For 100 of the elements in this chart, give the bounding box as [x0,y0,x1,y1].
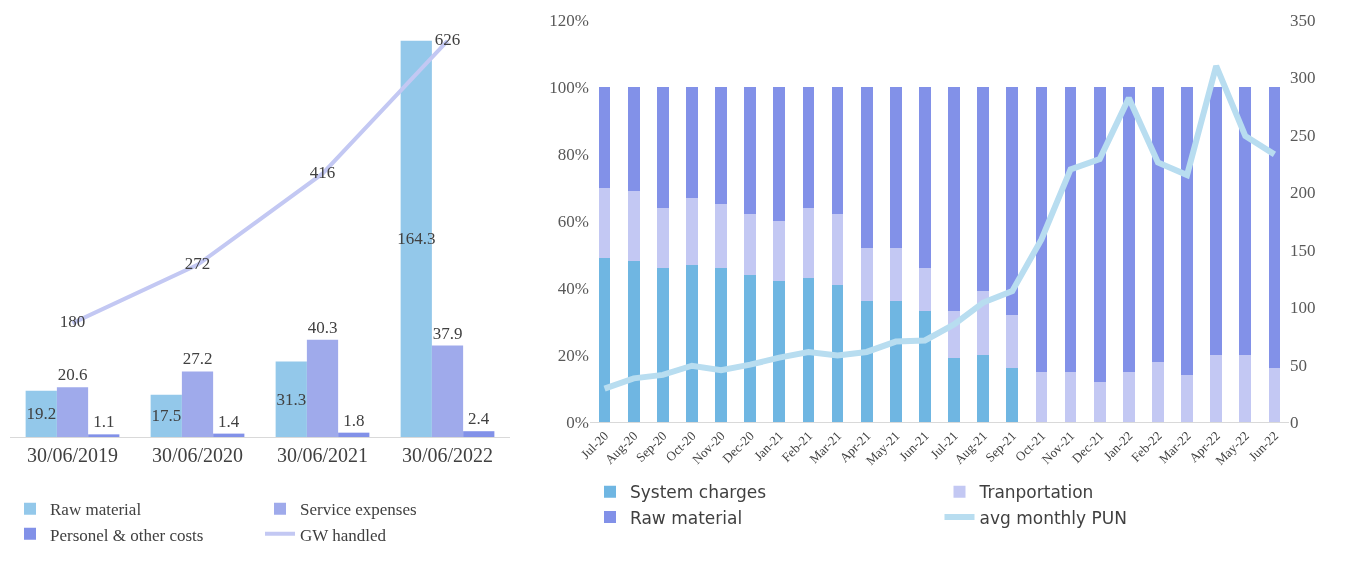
x-tick-label: 30/06/2022 [401,444,494,466]
data-label: 2.4 [467,409,490,429]
bar [1093,381,1106,422]
data-label: 1.8 [343,410,365,430]
y2-tick-label: 150 [1290,240,1316,260]
y-tick-label: 80% [557,144,589,164]
bar [715,87,727,205]
bar [1035,87,1048,372]
bar [802,277,815,422]
bar [977,355,990,422]
y2-tick-label: 200 [1290,183,1316,203]
bar [860,87,873,248]
y-tick-label: 120% [549,10,589,30]
bar [1268,368,1281,422]
bar [831,284,844,422]
bar [686,264,698,422]
bar [56,387,89,437]
bar [1006,87,1019,315]
bar [860,301,873,422]
data-label: 31.3 [276,389,307,409]
bar [1181,87,1193,376]
data-label: 272 [184,254,211,274]
bar [889,247,902,302]
bar [431,345,464,437]
data-label: 180 [59,312,86,332]
x-tick-label: 30/06/2019 [26,444,119,466]
legend-label: Personel & other costs [50,525,204,545]
bar [656,87,669,208]
bar [1239,87,1252,355]
bar [744,87,757,215]
bar [831,87,844,215]
bar [1181,375,1193,422]
bar [1210,355,1223,422]
bar [598,87,611,188]
y-tick-label: 100% [549,77,589,97]
bar [977,87,990,292]
y-tick-label: 60% [557,211,589,231]
bar [773,87,786,221]
bar [1268,87,1281,369]
data-label: 27.2 [182,349,213,369]
y2-tick-label: 100 [1290,298,1316,318]
bar [627,190,640,262]
data-label: 1.4 [217,411,240,431]
y2-tick-label: 50 [1290,355,1307,375]
y-tick-label: 20% [557,345,589,365]
bar [1006,368,1019,422]
bar [744,274,757,422]
bar [656,267,669,422]
x-tick-label: 30/06/2021 [276,444,369,466]
bar [306,339,339,437]
y2-tick-label: 0 [1290,412,1299,432]
bar [831,214,844,285]
x-tick-label: 30/06/2020 [151,444,244,466]
bar [1035,371,1048,422]
bar [88,434,120,437]
legend-label: Raw material [50,500,142,520]
y-tick-label: 40% [557,278,589,298]
bar [860,247,873,302]
bar [919,87,931,268]
data-label: 19.2 [26,404,57,424]
y2-tick-label: 300 [1290,68,1316,88]
legend-label: Raw material [630,507,743,528]
bar [598,187,611,258]
bar [1006,314,1019,369]
data-label: 17.5 [151,406,182,426]
bar [715,267,727,422]
legend-label: Service expenses [300,500,417,520]
legend-label: GW handled [300,525,387,545]
legend-label: System charges [630,482,767,503]
bar [1064,371,1077,422]
bar [919,311,931,422]
data-label: 37.9 [432,323,463,343]
bar [656,207,669,268]
bar [744,214,757,275]
bar [802,207,815,278]
bar [1239,355,1252,422]
y2-tick-label: 350 [1290,10,1316,30]
data-label: 416 [309,162,336,182]
bar [773,281,786,422]
bar [715,204,727,268]
bar [627,261,640,422]
bar [627,87,640,191]
bar [1064,87,1077,372]
bar [598,257,611,422]
bar [919,267,931,312]
bar [686,197,698,265]
bar [338,432,370,437]
bar [889,87,902,248]
bar [275,361,307,437]
legend-label: avg monthly PUN [979,507,1127,528]
bar [773,221,786,282]
bar [1093,87,1106,382]
legend-label: Tranportation [978,482,1094,503]
bar [1152,361,1164,422]
bar [1152,87,1164,362]
bar [1122,87,1135,372]
bar [948,87,960,312]
data-label: 1.1 [93,412,115,432]
bar [686,87,698,198]
y2-tick-label: 250 [1290,125,1316,145]
